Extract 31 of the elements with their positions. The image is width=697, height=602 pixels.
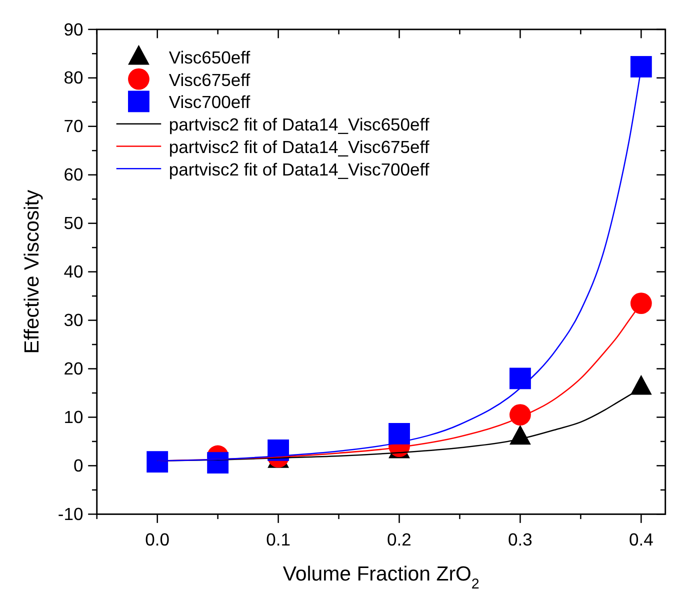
y-tick-label: 20: [64, 358, 84, 379]
point: [630, 292, 652, 314]
point: [510, 368, 531, 390]
x-tick-label: 0.4: [628, 529, 654, 550]
legend-label: partvisc2 fit of Data14_Visc650eff: [168, 114, 430, 135]
x-tick-label: 0.1: [266, 529, 290, 550]
y-tick-label: 30: [64, 310, 84, 330]
point: [146, 451, 168, 473]
y-tick-label: 70: [64, 116, 84, 136]
y-tick-label: 50: [64, 213, 84, 234]
y-tick-label: 40: [64, 262, 84, 282]
point: [207, 452, 229, 474]
x-tick-label: 0.3: [508, 529, 532, 550]
legend-label: Visc650eff: [168, 47, 250, 68]
y-tick-label: 10: [64, 407, 84, 428]
y-tick-label: 0: [73, 456, 84, 476]
y-tick-label: -10: [58, 504, 84, 524]
point: [630, 56, 652, 78]
y-tick-label: 60: [64, 164, 84, 185]
legend-label: Visc700eff: [168, 92, 250, 112]
legend-label: partvisc2 fit of Data14_Visc700eff: [168, 159, 430, 180]
x-tick-label: 0.2: [387, 529, 412, 550]
x-axis-title: Volume Fraction ZrO$_{2}$: [282, 562, 480, 592]
x-tick-label: 0.0: [145, 529, 170, 550]
point: [388, 423, 410, 444]
y-axis-title: Effective Viscosity: [20, 189, 44, 354]
point: [510, 404, 531, 426]
y-tick-label: 80: [64, 68, 84, 88]
legend-label: Visc675eff: [168, 70, 250, 90]
legend-label: partvisc2 fit of Data14_Visc675eff: [168, 137, 430, 158]
y-tick-label: 90: [64, 19, 84, 40]
